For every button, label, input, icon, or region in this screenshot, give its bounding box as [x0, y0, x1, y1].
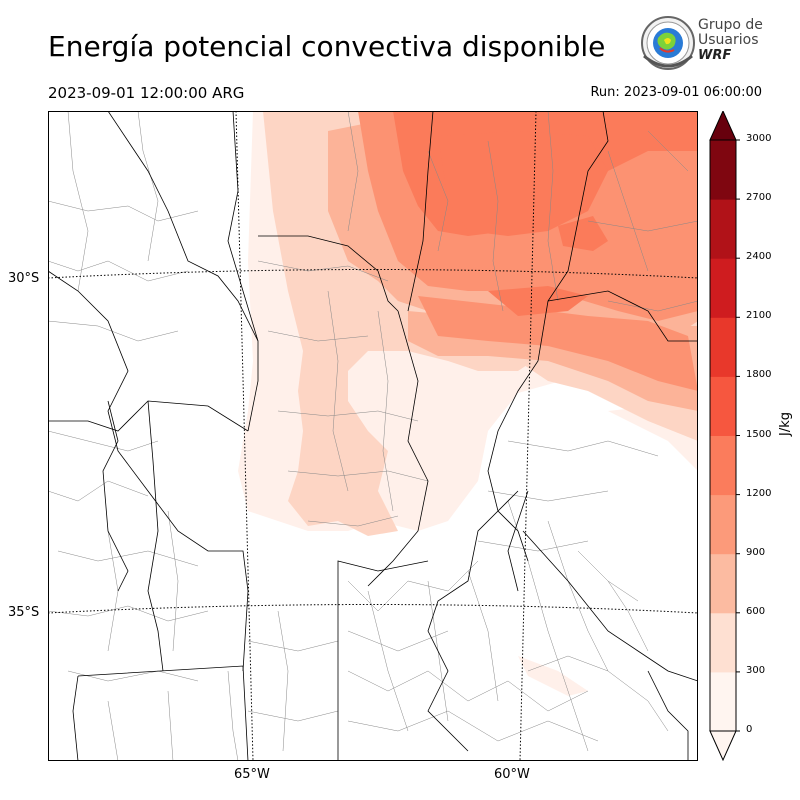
colorbar-tick-label: 3000 [746, 133, 772, 144]
lon-label-65w: 65°W [234, 767, 270, 782]
map-frame [48, 111, 698, 761]
colorbar-extend-max [709, 111, 737, 141]
cape-band-1200-1500-d [488, 286, 588, 316]
colorbar-tick-label: 900 [746, 546, 766, 558]
colorbar-tick-label: 1800 [746, 369, 772, 381]
colorbar-swatches [710, 140, 736, 732]
colorbar-tick-label: 2100 [746, 310, 772, 322]
cape-band-1200-1500-b [438, 131, 608, 236]
province-boundaries [48, 111, 698, 761]
cape-band-900-1200-b [418, 296, 698, 391]
colorbar-swatch [710, 553, 736, 614]
colorbar-swatch [710, 671, 736, 732]
valid-time: 2023-09-01 12:00:00 ARG [48, 84, 245, 102]
cape-fill-layer [238, 111, 698, 696]
run-time: Run: 2023-09-01 06:00:00 [590, 85, 762, 100]
colorbar-swatch [710, 612, 736, 673]
colorbar-tick-label: 1200 [746, 487, 772, 499]
colorbar-swatch [710, 376, 736, 436]
cape-band-0-300-south [518, 656, 588, 696]
colorbar-swatch [710, 435, 736, 496]
colorbar-swatch [710, 317, 736, 377]
colorbar-tick-label: 300 [746, 664, 766, 676]
colorbar-swatch [710, 140, 736, 200]
colorbar-tick-label: 1500 [746, 428, 772, 440]
colorbar-tick-label: 600 [746, 605, 766, 617]
colorbar-tick-label: 2700 [746, 192, 772, 204]
colorbar-unit: J/kg [778, 412, 793, 436]
lon-label-60w: 60°W [494, 767, 530, 782]
wrf-globe-emblem [641, 16, 695, 70]
cape-map [48, 111, 698, 761]
logo-line-3: WRF [698, 48, 732, 63]
colorbar-tick-label: 0 [746, 724, 753, 735]
logo-line-2: Usuarios [698, 32, 759, 48]
colorbar-swatch [710, 258, 736, 318]
graticule [48, 111, 698, 761]
colorbar-swatch [710, 494, 736, 555]
colorbar-tick-label: 2400 [746, 251, 772, 263]
colorbar-extend-min [709, 730, 737, 761]
colorbar [709, 111, 740, 761]
logo-text: Grupo de Usuarios WRF [698, 17, 763, 64]
colorbar-tick-lines [736, 139, 740, 732]
cape-band-1200-1500-c [558, 216, 608, 251]
colorbar-swatch [710, 199, 736, 259]
wrf-group-logo: Grupo de Usuarios WRF [638, 16, 763, 74]
logo-line-1: Grupo de [698, 17, 763, 33]
lat-label-30s: 30°S [8, 271, 40, 286]
map-title: Energía potencial convectiva disponible [48, 30, 606, 63]
lat-label-35s: 35°S [8, 605, 40, 620]
